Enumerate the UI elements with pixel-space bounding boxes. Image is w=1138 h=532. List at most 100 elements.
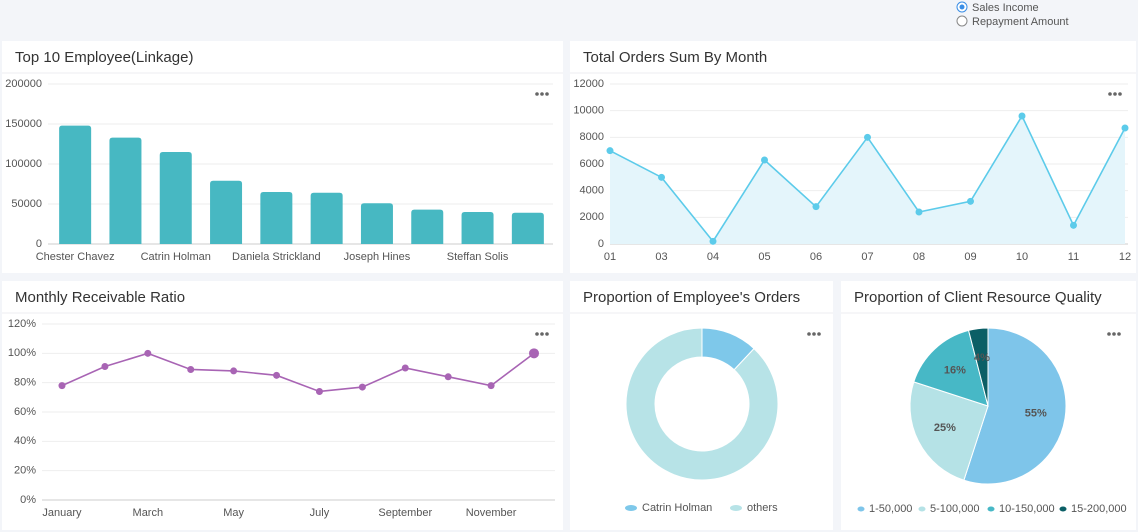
x-tick-label: July [310,507,330,519]
x-tick-label: 06 [810,251,822,263]
slice-label: 16% [944,365,966,377]
legend-marker [730,505,742,511]
radio-button[interactable] [956,15,968,27]
point [58,382,66,390]
y-tick-label: 0% [20,494,36,506]
line [61,352,535,393]
menu-icon[interactable] [1108,92,1122,96]
y-tick-label: 40% [14,435,36,447]
y-tick-label: 4000 [580,185,604,197]
x-tick-label: 04 [707,251,719,263]
x-tick-label: 01 [604,251,616,263]
bar [310,192,343,244]
x-tick-label: Steffan Solis [447,251,509,263]
y-tick-label: 150000 [5,118,42,130]
radio-dot [959,4,965,10]
y-tick-label: 120% [8,318,36,330]
point [864,133,871,141]
point [315,387,323,395]
legend-marker [857,506,865,512]
chart-title: Monthly Receivable Ratio [15,289,185,306]
x-tick-label: 07 [861,251,873,263]
x-tick-label: 11 [1068,251,1079,263]
bar [260,192,293,244]
point [709,237,717,245]
point [1018,112,1026,120]
y-tick-label: 200000 [5,78,42,90]
legend-label[interactable]: others [747,502,778,514]
y-tick-label: 50000 [11,198,42,210]
point [967,197,974,205]
x-tick-label: Catrin Holman [141,251,211,263]
area [610,116,1125,244]
x-tick-label: Joseph Hines [344,251,411,263]
legend-label[interactable]: 1-50,000 [869,503,912,515]
bar [411,209,444,244]
chart-title: Proportion of Employee's Orders [583,289,800,306]
y-tick-label: 80% [14,377,36,389]
slice-label: 55% [1025,407,1047,419]
point [812,203,820,211]
point [1070,221,1077,229]
x-tick-label: January [42,507,82,519]
radio-label[interactable]: Repayment Amount [972,16,1069,28]
panel [2,281,563,530]
bar [109,137,142,244]
slice [963,327,1067,485]
point [273,371,281,379]
panel [570,281,833,530]
bar [511,212,544,244]
bar [210,180,243,244]
y-tick-label: 60% [14,406,36,418]
y-tick-label: 8000 [580,131,604,143]
y-tick-label: 20% [14,465,36,477]
point [444,373,452,381]
x-tick-label: 05 [758,251,770,263]
chart-title: Top 10 Employee(Linkage) [15,49,193,66]
x-tick-label: 09 [964,251,976,263]
point [144,349,152,357]
x-tick-label: May [223,507,244,519]
y-tick-label: 100% [8,347,36,359]
y-tick-label: 100000 [5,158,42,170]
x-tick-label: Daniela Strickland [232,251,321,263]
point [915,208,923,216]
point [101,363,109,371]
x-tick-label: November [466,507,517,519]
point [358,383,366,391]
y-tick-label: 6000 [580,158,604,170]
menu-icon[interactable] [535,332,549,336]
menu-icon[interactable] [1107,332,1121,336]
y-tick-label: 10000 [573,105,604,117]
legend-marker [987,506,995,512]
slice [625,327,779,481]
x-tick-label: September [378,507,432,519]
point [187,365,195,373]
slice [967,327,989,407]
point [761,156,768,164]
menu-icon[interactable] [807,332,821,336]
radio-label[interactable]: Sales Income [972,2,1039,14]
menu-icon[interactable] [535,92,549,96]
legend-marker [1059,506,1067,512]
chart-title: Total Orders Sum By Month [583,49,767,66]
point [658,173,665,181]
bar [59,125,92,244]
legend-label[interactable]: Catrin Holman [642,502,712,514]
legend-label[interactable]: 10-150,000 [999,503,1055,515]
slice [909,381,989,481]
x-tick-label: 12 [1119,251,1131,263]
x-tick-label: Chester Chavez [36,251,115,263]
point [401,364,409,372]
bar [159,152,192,244]
legend-label[interactable]: 5-100,000 [930,503,980,515]
x-tick-label: 08 [913,251,925,263]
slice-label: 25% [934,422,956,434]
legend-label[interactable]: 15-200,000 [1071,503,1127,515]
point [1121,124,1129,132]
y-tick-label: 2000 [580,211,604,223]
slice-label: 4% [974,352,990,364]
bar [461,212,494,244]
chart-title: Proportion of Client Resource Quality [854,289,1102,306]
